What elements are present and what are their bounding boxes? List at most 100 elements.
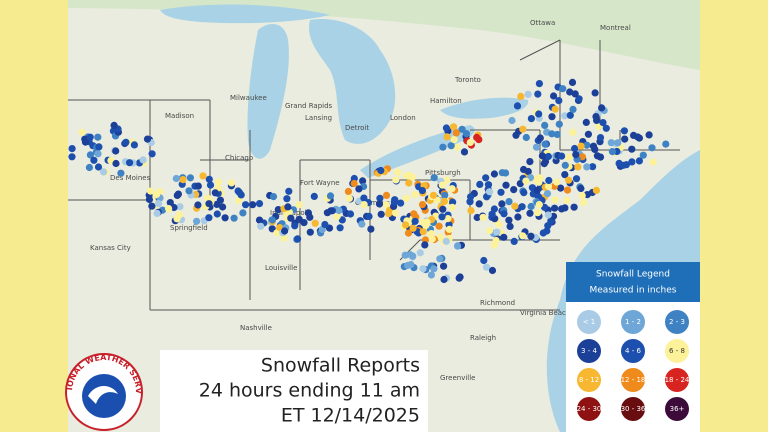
report-dot [535,201,543,209]
place-label: Lansing [305,114,332,122]
report-dot [513,102,522,110]
report-dot [359,177,367,185]
report-dot [345,194,353,202]
report-dot [440,275,448,284]
report-dot [377,166,385,175]
report-dot [500,233,508,241]
legend-title: Snowfall Legend [596,270,670,280]
report-dot [143,135,152,143]
report-dot [423,218,431,226]
report-dot [176,203,184,211]
report-dot [551,105,559,113]
report-dot [411,191,419,199]
report-dot [615,159,623,167]
report-dot [583,163,591,171]
legend-label: 4 - 6 [625,347,641,355]
report-dot [435,222,443,230]
report-dot [291,222,299,230]
report-dot [172,174,180,183]
report-dot [599,119,607,127]
report-dot [367,225,375,233]
report-dot [344,187,352,196]
report-dot [90,156,98,164]
report-dot [242,201,250,209]
report-dot [482,174,490,182]
report-dot [568,78,577,86]
legend-swatch [621,339,645,363]
report-dot [551,196,559,204]
report-dot [284,203,292,211]
legend-label: 18 - 24 [665,376,690,384]
report-dot [505,198,513,206]
legend-swatch [665,339,689,363]
legend-swatch [621,397,645,421]
report-dot [473,213,481,222]
report-dot [165,205,173,213]
place-label: London [390,114,416,122]
legend-swatch [577,339,601,363]
report-dot [255,200,264,208]
report-dot [439,205,447,213]
report-dot [544,211,552,219]
report-dot [68,153,76,161]
report-dot [321,220,329,229]
place-label: Chicago [225,154,253,162]
report-dot [592,186,601,194]
place-label: Raleigh [470,334,496,342]
report-dot [553,178,561,186]
report-dot [565,153,573,161]
report-dot [155,200,163,208]
report-dot [436,233,444,241]
place-label: Montreal [600,24,631,32]
report-dot [572,175,581,183]
report-dot [518,203,526,211]
place-label: Richmond [480,299,515,307]
report-dot [213,200,221,208]
report-dot [285,187,293,195]
report-dot [179,176,187,184]
report-dot [502,181,510,189]
report-dot [440,262,448,270]
legend-swatch [577,368,601,392]
report-dot [365,212,373,220]
report-dot [476,180,484,188]
place-label: Milwaukee [230,94,267,102]
report-dot [582,118,590,126]
report-dot [440,197,448,205]
report-dot [78,128,86,136]
report-dot [584,130,593,138]
report-dot [628,145,636,153]
report-dot [237,191,245,199]
report-dot [479,213,487,221]
report-dot [153,190,161,198]
report-dot [358,220,366,228]
report-dot [500,210,508,218]
report-dot [502,169,510,177]
title-line: Snowfall Reports [261,355,420,377]
legend-swatch [665,368,689,392]
legend-label: 1 - 2 [625,318,641,326]
report-dot [310,192,318,200]
report-dot [427,271,435,279]
report-dot [563,186,572,194]
report-dot [350,179,358,188]
report-dot [100,168,108,176]
report-dot [591,89,599,97]
report-dot [467,193,475,201]
legend-label: 24 - 30 [577,405,602,413]
legend-label: 36+ [670,405,685,413]
report-dot [486,227,494,235]
report-dot [475,136,483,144]
report-dot [514,213,522,221]
report-dot [454,242,462,250]
report-dot [566,111,574,119]
report-dot [589,163,597,171]
report-dot [526,209,534,217]
report-dot [543,190,552,198]
report-dot [390,198,398,206]
snowfall-reports [68,78,670,284]
report-dot [571,144,579,153]
place-label: Madison [165,112,194,120]
report-dot [300,219,308,227]
report-dot [535,178,543,186]
